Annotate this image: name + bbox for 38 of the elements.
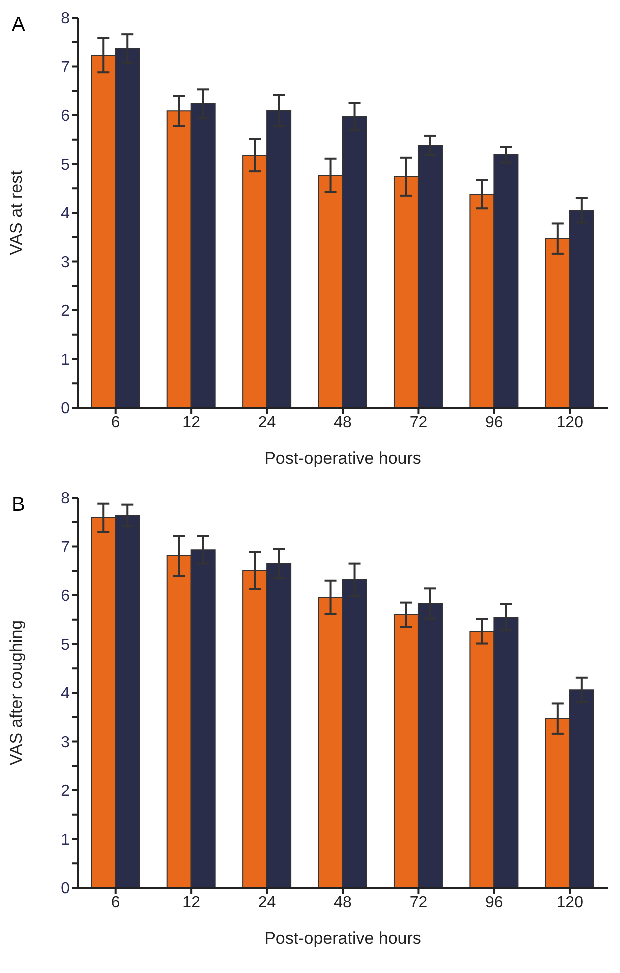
y-tick-label: 3 (61, 254, 70, 272)
y-tick-label: 1 (61, 352, 70, 369)
x-axis-title: Post-operative hours (264, 929, 422, 948)
x-tick-label: 48 (334, 894, 352, 912)
x-tick-label: 6 (111, 894, 120, 912)
y-tick-label: 4 (61, 686, 70, 703)
x-tick-label: 24 (258, 414, 276, 432)
y-tick-label: 5 (61, 636, 70, 654)
y-tick-label: 5 (61, 156, 70, 174)
y-tick-label: 6 (61, 588, 70, 606)
y-tick-label: 2 (61, 783, 70, 800)
x-tick-label: 48 (334, 414, 352, 432)
y-tick-label: 7 (61, 539, 70, 556)
y-axis-title: VAS at rest (7, 170, 26, 256)
x-tick-label: 120 (556, 414, 584, 432)
y-tick-label: 6 (61, 108, 70, 126)
y-tick-label: 1 (61, 832, 70, 849)
y-tick-label: 8 (61, 10, 70, 28)
chart-title: A (12, 14, 26, 37)
x-tick-label: 12 (182, 894, 201, 912)
y-tick-label: 8 (61, 490, 70, 508)
x-tick-label: 72 (410, 414, 428, 432)
y-tick-label: 2 (61, 303, 70, 320)
x-axis-title: Post-operative hours (264, 449, 422, 468)
y-axis-title: VAS after coughing (7, 620, 26, 766)
x-tick-label: 72 (410, 894, 428, 912)
y-tick-label: 7 (61, 59, 70, 76)
y-tick-label: 0 (61, 880, 70, 898)
chart-title: B (12, 494, 26, 517)
x-tick-label: 120 (556, 894, 584, 912)
x-tick-label: 6 (111, 414, 120, 432)
x-tick-label: 24 (258, 894, 276, 912)
y-tick-label: 3 (61, 734, 70, 752)
y-tick-label: 0 (61, 400, 70, 418)
y-tick-label: 4 (61, 206, 70, 223)
x-tick-label: 12 (182, 414, 201, 432)
x-tick-label: 96 (486, 414, 504, 432)
x-tick-label: 96 (486, 894, 504, 912)
